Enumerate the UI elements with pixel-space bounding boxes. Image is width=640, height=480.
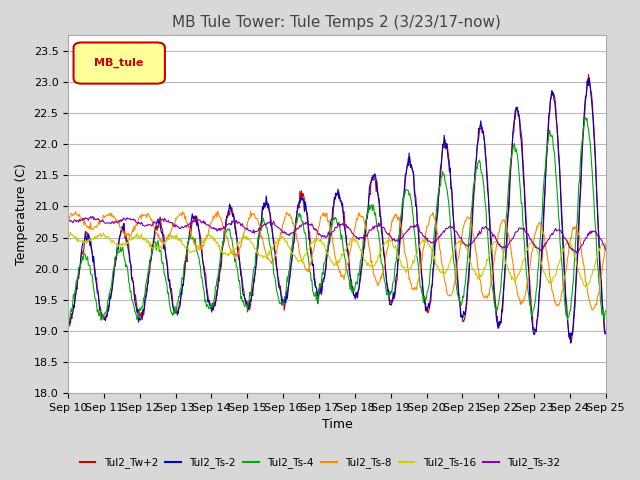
Title: MB Tule Tower: Tule Temps 2 (3/23/17-now): MB Tule Tower: Tule Temps 2 (3/23/17-now… [173,15,501,30]
X-axis label: Time: Time [321,419,352,432]
FancyBboxPatch shape [74,43,165,84]
Y-axis label: Temperature (C): Temperature (C) [15,163,28,265]
Text: MB_tule: MB_tule [94,58,143,68]
Legend: Tul2_Tw+2, Tul2_Ts-2, Tul2_Ts-4, Tul2_Ts-8, Tul2_Ts-16, Tul2_Ts-32: Tul2_Tw+2, Tul2_Ts-2, Tul2_Ts-4, Tul2_Ts… [76,453,564,472]
